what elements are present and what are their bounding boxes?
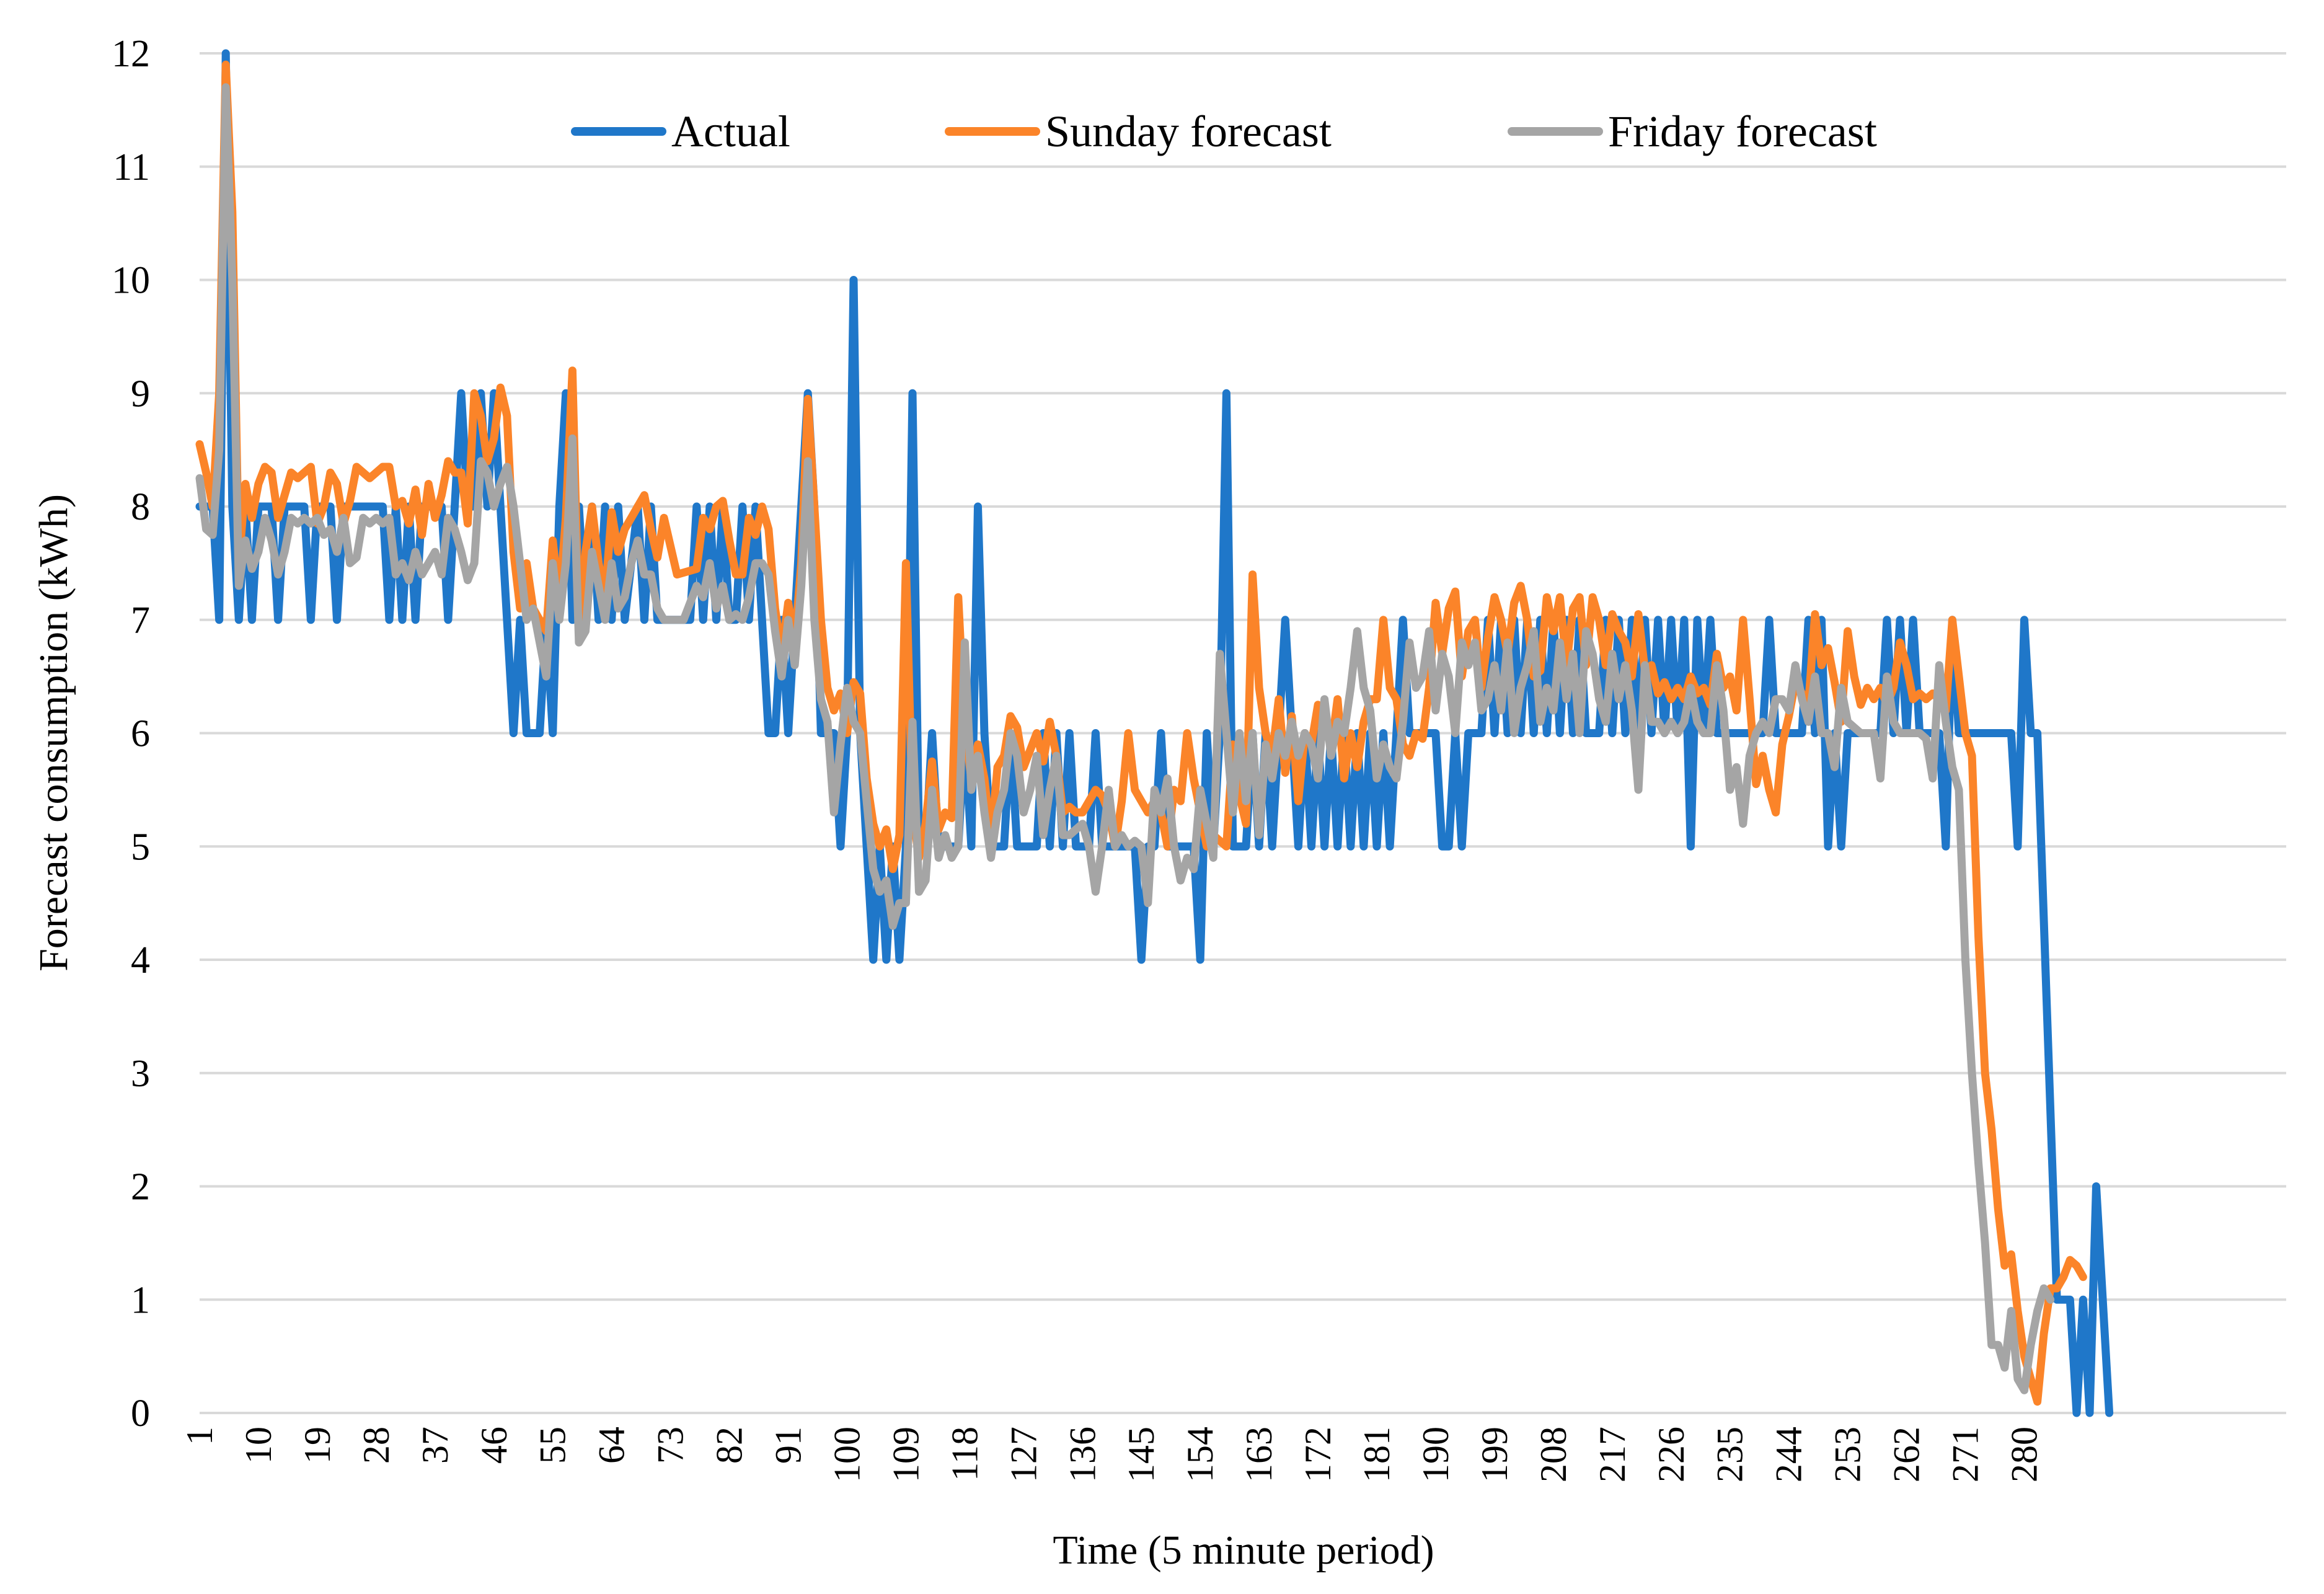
x-tick-label: 226: [1651, 1427, 1692, 1482]
y-tick-label: 0: [131, 1393, 150, 1435]
x-tick-label: 190: [1415, 1427, 1456, 1482]
y-tick-label: 2: [131, 1166, 150, 1208]
x-tick-label: 82: [709, 1427, 750, 1464]
y-tick-label: 12: [112, 33, 150, 75]
y-tick-label: 1: [131, 1279, 150, 1321]
legend: Actual Sunday forecast Friday forecast: [571, 107, 1877, 156]
x-axis-ticks: 1 10 19 28 37 46 55 64 73 82 91 100 109 118 127 136 145 1…: [179, 1427, 2044, 1482]
x-tick-label: 154: [1180, 1427, 1221, 1482]
x-tick-label: 64: [591, 1427, 632, 1464]
x-tick-label: 145: [1121, 1427, 1162, 1482]
x-tick-label: 91: [768, 1427, 809, 1464]
legend-label: Friday forecast: [1608, 107, 1877, 156]
x-tick-label: 271: [1945, 1427, 1986, 1482]
y-tick-label: 10: [112, 260, 150, 302]
legend-label: Actual: [671, 107, 790, 156]
x-tick-label: 127: [1003, 1427, 1044, 1482]
y-tick-label: 9: [131, 373, 150, 415]
x-tick-label: 46: [474, 1427, 515, 1464]
x-tick-label: 19: [297, 1427, 338, 1464]
x-tick-label: 262: [1886, 1427, 1927, 1482]
x-tick-label: 118: [944, 1427, 985, 1481]
x-tick-label: 136: [1062, 1427, 1103, 1482]
x-tick-label: 10: [238, 1427, 279, 1464]
legend-label: Sunday forecast: [1045, 107, 1332, 156]
x-tick-label: 199: [1474, 1427, 1515, 1482]
series-lines: [195, 49, 2114, 1417]
y-tick-label: 3: [131, 1053, 150, 1095]
x-tick-label: 109: [885, 1427, 926, 1482]
x-tick-label: 235: [1710, 1427, 1751, 1482]
x-tick-label: 217: [1592, 1427, 1633, 1482]
y-tick-label: 8: [131, 486, 150, 528]
x-tick-label: 163: [1239, 1427, 1279, 1482]
x-tick-label: 1: [179, 1427, 220, 1445]
x-tick-label: 172: [1297, 1427, 1338, 1482]
x-axis-title: Time (5 minute period): [1053, 1528, 1434, 1573]
x-tick-label: 100: [826, 1427, 867, 1482]
y-tick-label: 7: [131, 600, 150, 642]
series-line-actual: [195, 49, 2114, 1417]
x-tick-label: 73: [650, 1427, 691, 1464]
x-tick-label: 244: [1769, 1427, 1809, 1482]
y-tick-label: 5: [131, 826, 150, 868]
x-tick-label: 181: [1356, 1427, 1397, 1482]
x-tick-label: 280: [2004, 1427, 2044, 1482]
x-tick-label: 253: [1827, 1427, 1868, 1482]
series-line-friday-forecast: [195, 83, 2055, 1394]
y-tick-label: 4: [131, 939, 150, 981]
x-tick-label: 28: [356, 1427, 397, 1464]
y-axis-title: Forecast consumption (kWh): [31, 494, 76, 972]
x-tick-label: 208: [1533, 1427, 1574, 1482]
y-tick-label: 6: [131, 713, 150, 755]
y-tick-label: 11: [113, 146, 150, 188]
x-tick-label: 55: [532, 1427, 573, 1464]
x-tick-label: 37: [415, 1427, 456, 1464]
